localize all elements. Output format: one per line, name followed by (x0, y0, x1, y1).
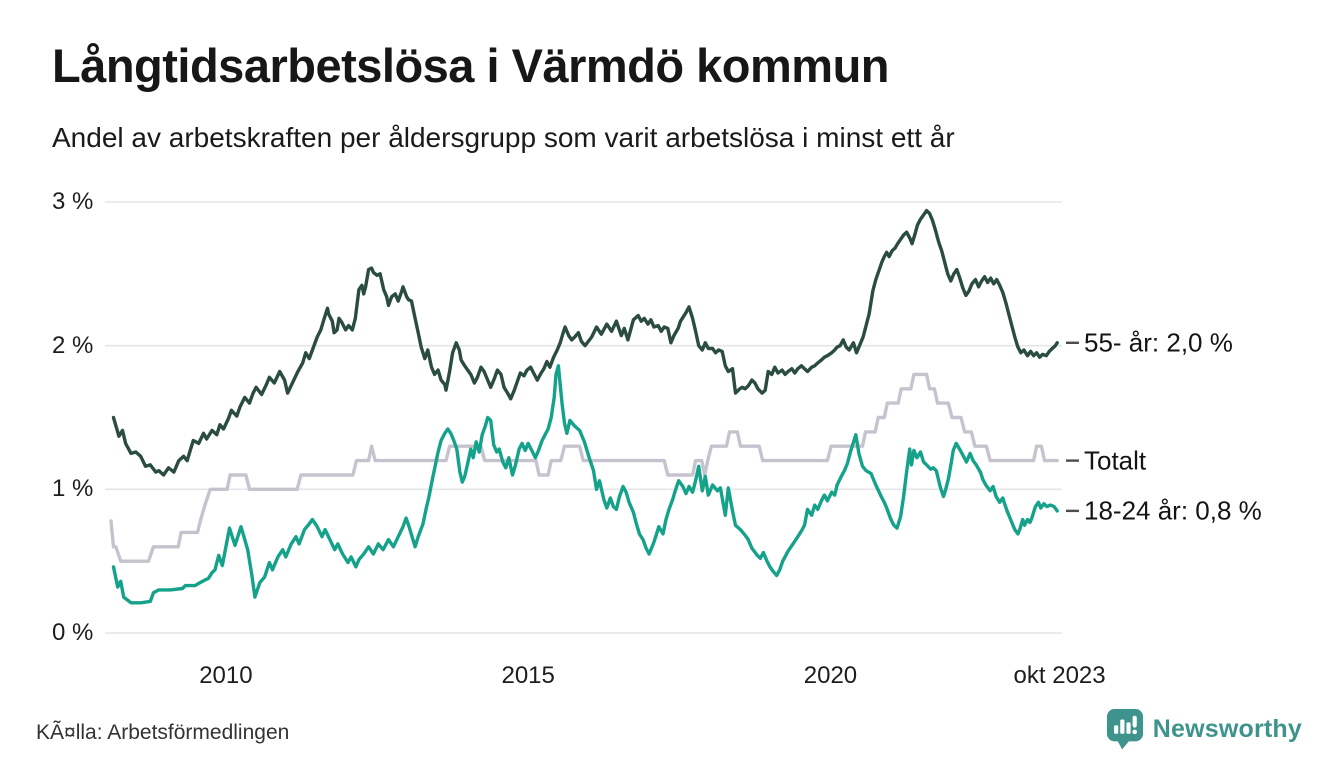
y-axis-tick-2: 2 % (52, 331, 94, 359)
newsworthy-speech-bubble-bar-chart-icon (1106, 708, 1144, 750)
x-axis-tick-2020: 2020 (803, 662, 858, 689)
y-axis-tick-3: 3 % (52, 188, 94, 215)
series-line-Totalt (109, 372, 1059, 563)
x-axis-tick-okt-2023: okt 2023 (1013, 662, 1106, 689)
y-axis-tick-1: 1 % (52, 475, 94, 503)
series-line-55--år (111, 208, 1059, 477)
source-note: KÃ¤lla: Arbetsförmedlingen (36, 721, 290, 744)
series-label-55: 55- år: 2,0 % (1084, 327, 1233, 358)
brand-name: Newsworthy (1152, 714, 1302, 743)
brand-logo: Newsworthy (1106, 708, 1302, 750)
x-axis-tick-2010: 2010 (199, 662, 253, 689)
chart-subtitle: Andel av arbetskraften per åldersgrupp s… (52, 122, 955, 153)
series-label-18-24: 18-24 år: 0,8 % (1084, 495, 1262, 526)
y-axis-tick-0: 0 % (52, 619, 94, 646)
chart-title: Långtidsarbetslösa i Värmdö kommun (52, 39, 890, 92)
series-line-18-24-år (111, 364, 1059, 605)
x-axis-tick-2015: 2015 (501, 662, 555, 689)
series-label-totalt: Totalt (1084, 445, 1147, 476)
